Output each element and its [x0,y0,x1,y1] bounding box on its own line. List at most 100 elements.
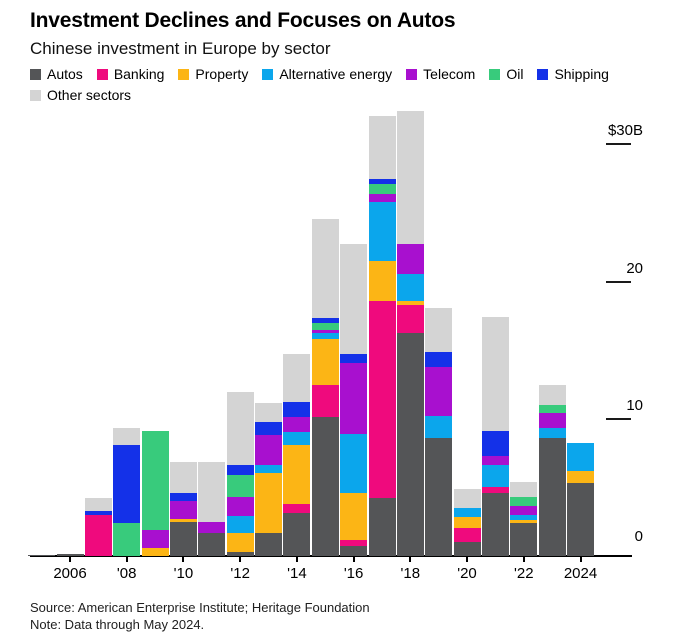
bar-2018 [396,111,424,556]
bar-segment-shipping [283,401,311,418]
bar-segment-banking [340,539,368,547]
bar-segment-other-sectors [226,392,254,466]
bar-2016 [340,243,368,556]
bar-2011 [198,462,226,556]
bar-segment-other-sectors [113,428,141,445]
bar-2014 [283,353,311,556]
bar-2015 [311,218,339,556]
bar-segment-other-sectors [283,353,311,402]
bar-segment-other-sectors [311,218,339,318]
x-axis-tick [352,557,355,562]
legend-label: Autos [47,66,83,82]
bar-segment-autos [311,416,339,556]
y-axis-label-30: $30B [607,122,643,140]
bar-segment-shipping [311,317,339,324]
bar-segment-autos [396,332,424,556]
legend-swatch-icon [537,68,549,80]
bar-segment-banking [311,385,339,417]
bar-segment-property [396,301,424,306]
bar-segment-other-sectors [368,115,396,179]
bar-2005 [28,554,56,556]
bar-segment-property [311,338,339,386]
bar-2019 [425,308,453,556]
legend-item-banking: Banking [96,66,165,82]
legend-label: Other sectors [47,87,132,103]
bar-segment-telecom [396,243,424,274]
x-axis-label-2008: '08 [116,565,137,582]
bar-segment-property [510,520,538,523]
x-axis-label-2018: '18 [400,565,421,582]
bar-2009 [141,430,169,556]
legend-swatch-icon [30,68,41,80]
x-axis-tick [522,557,525,562]
x-axis-tick [409,557,412,562]
bar-segment-telecom [538,412,566,428]
bar-segment-other-sectors [453,488,481,508]
bar-segment-autos [340,546,368,556]
bar-segment-telecom [141,529,169,548]
legend-item-telecom: Telecom [406,66,475,82]
legend-label: Shipping [554,66,609,82]
bar-segment-telecom [198,521,226,533]
legend-swatch-icon [406,68,418,80]
bar-segment-telecom [510,506,538,515]
legend-swatch-icon [96,68,108,80]
bar-segment-oil [538,404,566,413]
bar-segment-other-sectors [198,462,226,522]
bar-segment-property [169,518,197,522]
legend-item-oil: Oil [489,66,523,82]
y-axis-label-20: 20 [626,259,643,277]
legend-label: Oil [506,66,524,82]
y-axis-label-10: 10 [626,397,643,415]
footer-source: Source: American Enterprise Institute; H… [30,600,370,615]
x-axis-tick [239,557,242,562]
bar-segment-property [255,473,282,533]
legend-label: Property [195,66,249,82]
bar-segment-shipping [226,465,254,475]
bar-segment-alternative-energy [226,516,254,533]
x-axis-label-2010: '10 [173,565,194,582]
x-axis-label-2022: '22 [514,565,534,582]
bar-2008 [113,428,141,556]
bar-segment-telecom [368,193,396,203]
x-axis-label-2016: '16 [343,565,364,582]
legend-item-autos: Autos [30,66,83,82]
bar-segment-banking [396,305,424,333]
bar-segment-telecom [425,367,453,416]
x-axis-tick [579,557,582,562]
bar-segment-property [368,261,396,302]
legend-swatch-icon [178,68,190,80]
bar-segment-autos [538,437,566,556]
bar-segment-alternative-energy [311,333,339,339]
bar-segment-property [141,547,169,556]
y-axis-label-0: 0 [634,528,643,545]
bar-segment-shipping [368,178,396,185]
bar-segment-autos [425,437,453,556]
bar-segment-oil [226,474,254,497]
bar-segment-other-sectors [340,243,368,354]
bar-2007 [84,498,112,556]
bar-segment-property [453,517,481,529]
legend-item-alternative-energy: Alternative energy [262,66,392,82]
bar-segment-oil [141,430,169,530]
legend-label: Banking [113,66,165,82]
bar-segment-autos [198,532,226,556]
bar-segment-autos [481,492,509,556]
bar-segment-alternative-energy [340,433,368,493]
bar-2012 [226,392,254,556]
legend-item-other-sectors: Other sectors [30,87,131,103]
bar-segment-property [340,492,368,540]
legend-item-shipping: Shipping [537,66,609,82]
legend-swatch-icon [30,89,41,101]
bar-segment-property [567,470,594,483]
x-axis-tick [69,557,71,562]
bar-segment-telecom [340,363,368,434]
bar-segment-alternative-energy [510,514,538,521]
legend-item-property: Property [178,66,248,82]
y-axis-tick-dash [606,280,631,283]
bar-segment-telecom [226,496,254,517]
bar-segment-alternative-energy [481,465,509,488]
bar-segment-autos [567,482,594,556]
bar-segment-property [283,444,311,504]
